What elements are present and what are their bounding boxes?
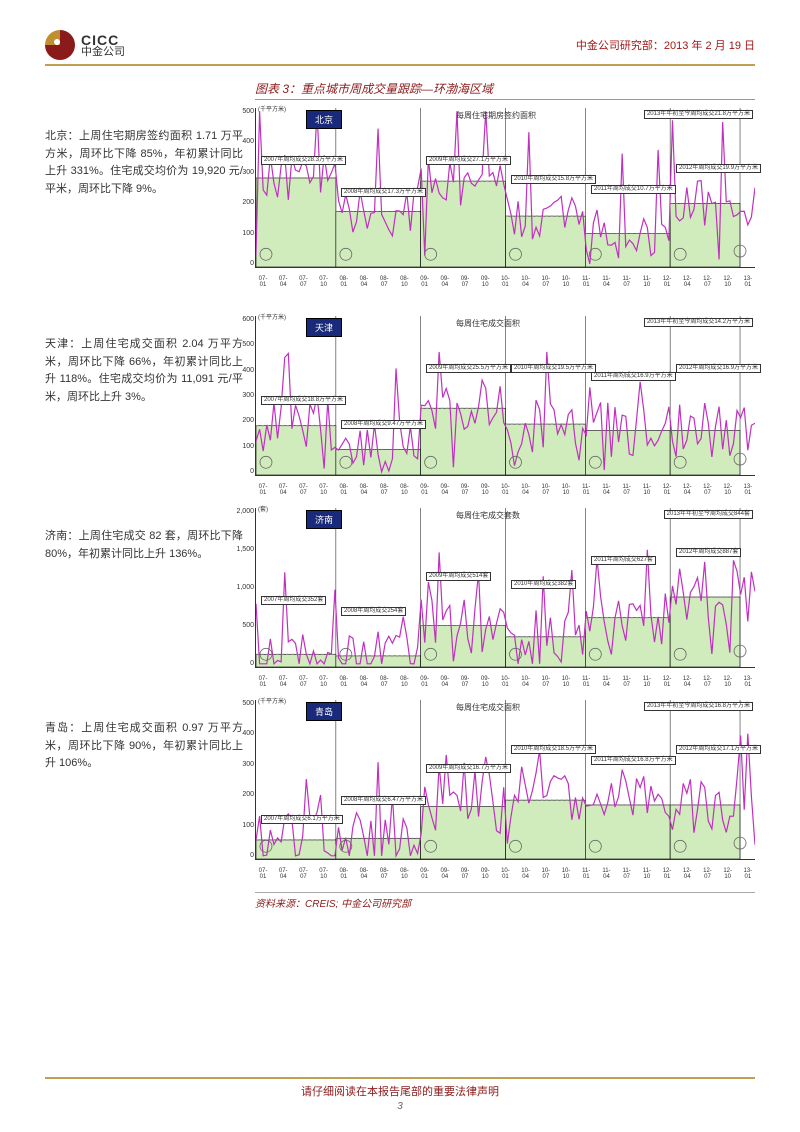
year-annotation: 2008年周均成交17.3万平方米: [341, 188, 426, 197]
x-axis: 07-0107-0407-0707-1008-0108-0408-0708-10…: [256, 868, 755, 881]
current-annotation: 2013年年初至今周均成交21.8万平方米: [644, 110, 753, 119]
logo-icon: [45, 30, 75, 60]
y-axis: 0100200300400500: [228, 700, 254, 859]
year-annotation: 2008年周均成交9.47万平方米: [341, 420, 426, 429]
source-note: 资料来源：CREIS; 中金公司研究部: [255, 892, 755, 910]
chart-description: 济南：上周住宅成交 82 套，周环比下降 80%，年初累计同比上升 136%。: [45, 508, 243, 563]
chart-plot: (千平方米)天津每周住宅成交面积010020030040050060007-01…: [255, 316, 755, 476]
year-annotation: 2010年周均成交19.5万平方米: [511, 364, 596, 373]
chart-metric-label: 每周住宅成交面积: [456, 318, 520, 329]
year-annotation: 2007年周均成交28.3万平方米: [261, 156, 346, 165]
logo-text-cn: 中金公司: [81, 47, 125, 58]
chart-metric-label: 每周住宅成交套数: [456, 510, 520, 521]
year-annotation: 2010年周均成交382套: [511, 580, 576, 589]
chart-plot: (千平方米)青岛每周住宅成交面积010020030040050007-0107-…: [255, 700, 755, 860]
year-annotation: 2011年周均成交16.9万平方米: [591, 372, 676, 381]
chart-plot: (套)济南每周住宅成交套数05001,0001,5002,00007-0107-…: [255, 508, 755, 668]
chart-container: (千平方米)北京每周住宅期房签约面积010020030040050007-010…: [255, 108, 755, 268]
year-annotation: 2007年周均成交352套: [261, 596, 326, 605]
page-footer: 请仔细阅读在本报告尾部的重要法律声明 3: [45, 1077, 755, 1112]
city-badge: 北京: [306, 110, 342, 129]
chart-block: 青岛：上周住宅成交面积 0.97 万平方米，周环比下降 90%，年初累计同比上升…: [45, 700, 755, 860]
chart-block: 济南：上周住宅成交 82 套，周环比下降 80%，年初累计同比上升 136%。(…: [45, 508, 755, 668]
year-annotation: 2010年周均成交15.8万平方米: [511, 175, 596, 184]
current-annotation: 2013年年初至今周均成交16.8万平方米: [644, 702, 753, 711]
year-annotation: 2012年周均成交887套: [676, 548, 741, 557]
year-annotation: 2012年周均成交17.1万平方米: [676, 745, 761, 754]
year-annotation: 2011年周均成交627套: [591, 556, 656, 565]
city-badge: 天津: [306, 318, 342, 337]
year-annotation: 2008年周均成交6.47万平方米: [341, 796, 426, 805]
chart-description: 北京：上周住宅期房签约面积 1.71 万平方米，周环比下降 85%，年初累计同比…: [45, 108, 243, 198]
logo: CICC 中金公司: [45, 30, 125, 60]
page-header: CICC 中金公司 中金公司研究部：2013 年 2 月 19 日: [45, 30, 755, 66]
x-axis: 07-0107-0407-0707-1008-0108-0408-0708-10…: [256, 484, 755, 497]
y-axis: 05001,0001,5002,000: [228, 508, 254, 667]
city-badge: 济南: [306, 510, 342, 529]
chart-metric-label: 每周住宅期房签约面积: [456, 110, 536, 121]
year-annotation: 2008年周均成交254套: [341, 607, 406, 616]
header-date: 中金公司研究部：2013 年 2 月 19 日: [576, 37, 755, 53]
logo-text-en: CICC: [81, 33, 125, 47]
charts-area: 北京：上周住宅期房签约面积 1.71 万平方米，周环比下降 85%，年初累计同比…: [45, 108, 755, 860]
year-annotation: 2010年周均成交18.5万平方米: [511, 745, 596, 754]
chart-description: 青岛：上周住宅成交面积 0.97 万平方米，周环比下降 90%，年初累计同比上升…: [45, 700, 243, 773]
x-axis: 07-0107-0407-0707-1008-0108-0408-0708-10…: [256, 676, 755, 689]
year-annotation: 2012年周均成交16.9万平方米: [676, 364, 761, 373]
year-annotation: 2007年周均成交18.8万平方米: [261, 396, 346, 405]
chart-plot: (千平方米)北京每周住宅期房签约面积010020030040050007-010…: [255, 108, 755, 268]
year-annotation: 2009年周均成交27.1万平方米: [426, 156, 511, 165]
page-number: 3: [45, 1101, 755, 1112]
x-axis: 07-0107-0407-0707-1008-0108-0408-0708-10…: [256, 276, 755, 289]
chart-container: (千平方米)青岛每周住宅成交面积010020030040050007-0107-…: [255, 700, 755, 860]
year-annotation: 2011年周均成交10.7万平方米: [591, 185, 676, 194]
year-annotation: 2012年周均成交19.9万平方米: [676, 164, 761, 173]
year-annotation: 2009年周均成交25.5万平方米: [426, 364, 511, 373]
year-annotation: 2011年周均成交16.8万平方米: [591, 756, 676, 765]
current-annotation: 2013年年初至今周均成交14.2万平方米: [644, 318, 753, 327]
current-annotation: 2013年年初至今周均成交844套: [664, 510, 753, 519]
city-badge: 青岛: [306, 702, 342, 721]
footer-disclaimer: 请仔细阅读在本报告尾部的重要法律声明: [45, 1083, 755, 1099]
year-annotation: 2007年周均成交6.1万平方米: [261, 815, 343, 824]
chart-container: (套)济南每周住宅成交套数05001,0001,5002,00007-0107-…: [255, 508, 755, 668]
y-axis: 0100200300400500600: [228, 316, 254, 475]
chart-metric-label: 每周住宅成交面积: [456, 702, 520, 713]
chart-block: 天津：上周住宅成交面积 2.04 万平方米，周环比下降 66%，年初累计同比上升…: [45, 316, 755, 476]
chart-description: 天津：上周住宅成交面积 2.04 万平方米，周环比下降 66%，年初累计同比上升…: [45, 316, 243, 406]
year-annotation: 2009年周均成交16.7万平方米: [426, 764, 511, 773]
chart-container: (千平方米)天津每周住宅成交面积010020030040050060007-01…: [255, 316, 755, 476]
year-annotation: 2009年周均成交514套: [426, 572, 491, 581]
section-title: 图表 3：重点城市周成交量跟踪—环渤海区域: [255, 80, 755, 100]
chart-block: 北京：上周住宅期房签约面积 1.71 万平方米，周环比下降 85%，年初累计同比…: [45, 108, 755, 268]
y-axis: 0100200300400500: [228, 108, 254, 267]
